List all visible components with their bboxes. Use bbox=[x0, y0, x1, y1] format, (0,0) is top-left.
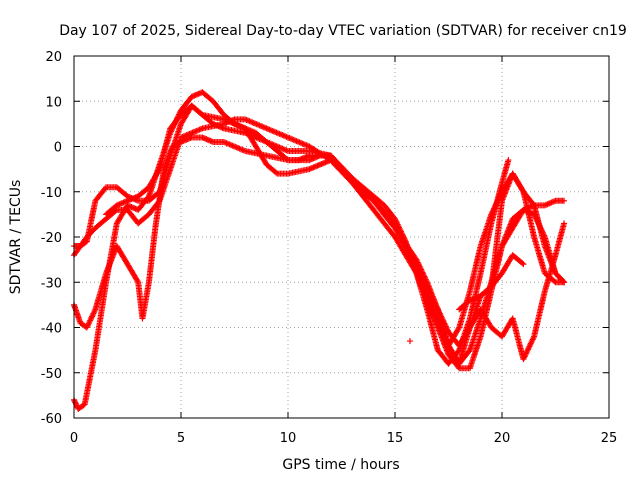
data-point bbox=[84, 323, 91, 330]
x-tick-label: 15 bbox=[387, 431, 404, 446]
data-point bbox=[83, 324, 90, 331]
data-point bbox=[519, 260, 526, 267]
x-tick-label: 20 bbox=[494, 431, 511, 446]
data-point bbox=[520, 261, 527, 268]
y-tick-label: 0 bbox=[54, 141, 62, 156]
y-tick-label: -10 bbox=[41, 186, 62, 201]
x-axis-label: GPS time / hours bbox=[282, 457, 399, 473]
y-tick-label: -60 bbox=[41, 412, 62, 427]
data-point bbox=[87, 316, 94, 323]
data-point bbox=[561, 279, 568, 286]
series-isolated bbox=[406, 338, 413, 345]
x-tick-label: 5 bbox=[177, 431, 185, 446]
data-point bbox=[85, 321, 92, 328]
data-point bbox=[89, 311, 96, 318]
data-point bbox=[89, 313, 96, 320]
data-point bbox=[455, 325, 462, 332]
tick-labels: 0 5 10 15 20 25 -60 -50 -40 -30 -20 -10 0 10 20 bbox=[41, 50, 618, 446]
data-point bbox=[87, 317, 94, 324]
data-point bbox=[561, 220, 568, 227]
y-tick-label: -20 bbox=[41, 231, 62, 246]
y-tick-label: 20 bbox=[45, 50, 62, 65]
data-point bbox=[519, 187, 526, 194]
data-point bbox=[551, 278, 558, 285]
data-point bbox=[86, 318, 93, 325]
data-point bbox=[85, 320, 92, 327]
series-track-5 bbox=[103, 102, 568, 363]
y-axis-label: SDTVAR / TECUs bbox=[8, 180, 24, 295]
data-point bbox=[88, 314, 95, 321]
data-markers bbox=[71, 89, 568, 412]
data-point bbox=[412, 268, 419, 275]
x-tick-label: 10 bbox=[280, 431, 297, 446]
x-tick-label: 25 bbox=[601, 431, 618, 446]
data-point bbox=[134, 277, 141, 284]
x-tick-label: 0 bbox=[70, 431, 78, 446]
data-point bbox=[505, 157, 512, 164]
chart-title: Day 107 of 2025, Sidereal Day-to-day VTE… bbox=[59, 23, 627, 39]
y-tick-label: -30 bbox=[41, 276, 62, 291]
data-point bbox=[273, 169, 280, 176]
series-track-7 bbox=[456, 170, 568, 313]
y-tick-label: -50 bbox=[41, 367, 62, 382]
data-point bbox=[155, 167, 162, 174]
plot-frame bbox=[73, 55, 610, 419]
y-tick-label: 10 bbox=[45, 95, 62, 110]
data-point bbox=[91, 307, 98, 314]
data-point bbox=[406, 338, 413, 345]
data-point bbox=[91, 309, 98, 316]
data-point bbox=[90, 310, 97, 317]
y-tick-label: -40 bbox=[41, 322, 62, 337]
data-point bbox=[561, 197, 568, 204]
